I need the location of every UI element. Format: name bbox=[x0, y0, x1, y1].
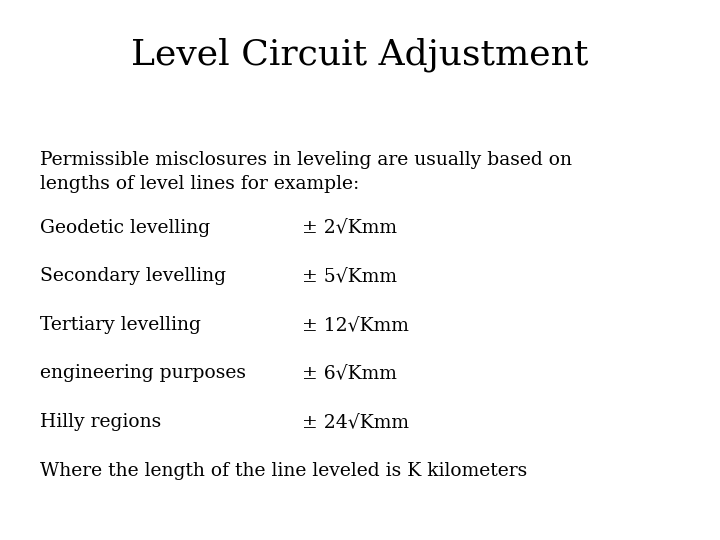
Text: ± 12√Kmm: ± 12√Kmm bbox=[302, 316, 409, 334]
Text: engineering purposes: engineering purposes bbox=[40, 364, 246, 382]
Text: Secondary levelling: Secondary levelling bbox=[40, 267, 225, 285]
Text: Geodetic levelling: Geodetic levelling bbox=[40, 219, 210, 237]
Text: ± 24√Kmm: ± 24√Kmm bbox=[302, 413, 410, 431]
Text: Where the length of the line leveled is K kilometers: Where the length of the line leveled is … bbox=[40, 462, 527, 480]
Text: ± 5√Kmm: ± 5√Kmm bbox=[302, 267, 397, 285]
Text: ± 6√Kmm: ± 6√Kmm bbox=[302, 364, 397, 382]
Text: ± 2√Kmm: ± 2√Kmm bbox=[302, 219, 397, 237]
Text: Permissible misclosures in leveling are usually based on
lengths of level lines : Permissible misclosures in leveling are … bbox=[40, 151, 572, 193]
Text: Hilly regions: Hilly regions bbox=[40, 413, 161, 431]
Text: Tertiary levelling: Tertiary levelling bbox=[40, 316, 200, 334]
Text: Level Circuit Adjustment: Level Circuit Adjustment bbox=[131, 38, 589, 72]
